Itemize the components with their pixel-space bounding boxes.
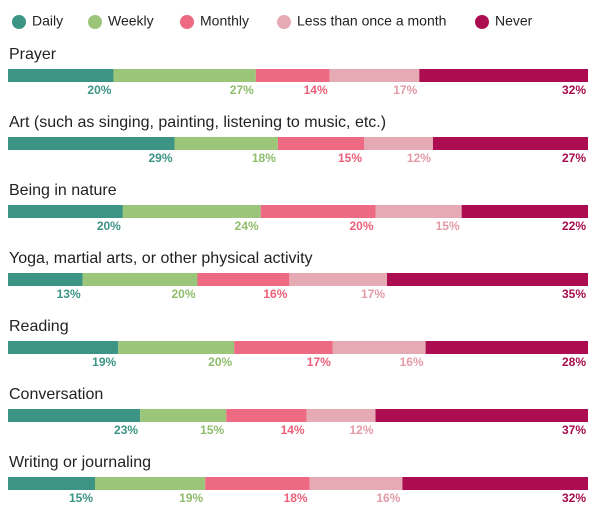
value-label: 13% xyxy=(57,287,81,301)
bar-segment xyxy=(8,341,119,354)
bar-segment xyxy=(289,273,388,286)
category-label: Yoga, martial arts, or other physical ac… xyxy=(9,250,313,267)
legend-swatch xyxy=(12,15,26,29)
value-label: 22% xyxy=(562,219,586,233)
category-label: Prayer xyxy=(9,46,57,63)
bar-segment xyxy=(8,205,123,218)
value-label: 20% xyxy=(87,83,111,97)
category-label: Being in nature xyxy=(9,182,117,199)
bar-segment xyxy=(277,137,365,150)
value-label: 37% xyxy=(562,423,586,437)
bar-segment xyxy=(140,409,227,422)
value-label: 32% xyxy=(562,491,586,505)
bar-segment xyxy=(309,477,403,490)
legend-swatch xyxy=(180,15,194,29)
bar-segment xyxy=(387,273,588,286)
value-label: 15% xyxy=(200,423,224,437)
bar-segment xyxy=(8,477,95,490)
bar-segment xyxy=(205,477,310,490)
value-label: 16% xyxy=(376,491,400,505)
value-label: 16% xyxy=(400,355,424,369)
value-label: 32% xyxy=(562,83,586,97)
value-label: 20% xyxy=(97,219,121,233)
legend-label: Never xyxy=(495,13,533,29)
bar-segment xyxy=(425,341,588,354)
bar-segment xyxy=(8,137,175,150)
bar-segment xyxy=(197,273,290,286)
legend-swatch xyxy=(475,15,489,29)
value-label: 15% xyxy=(338,151,362,165)
bar-segment xyxy=(113,69,256,82)
bar-segment xyxy=(364,137,433,150)
value-label: 15% xyxy=(436,219,460,233)
value-label: 27% xyxy=(562,151,586,165)
value-label: 18% xyxy=(252,151,276,165)
bar-segment xyxy=(8,69,114,82)
value-label: 16% xyxy=(263,287,287,301)
bar-segment xyxy=(174,137,278,150)
legend-label: Monthly xyxy=(200,13,249,29)
bar-segment xyxy=(118,341,235,354)
bar-segment xyxy=(461,205,588,218)
bar-segment xyxy=(82,273,198,286)
category-label: Conversation xyxy=(9,386,103,403)
bar-segment xyxy=(8,409,141,422)
value-label: 17% xyxy=(361,287,385,301)
bar-segment xyxy=(329,69,420,82)
value-label: 17% xyxy=(393,83,417,97)
value-label: 14% xyxy=(281,423,305,437)
value-label: 20% xyxy=(171,287,195,301)
value-label: 19% xyxy=(92,355,116,369)
bar-segment xyxy=(419,69,588,82)
category-label: Art (such as singing, painting, listenin… xyxy=(9,114,386,131)
bar-segment xyxy=(95,477,206,490)
category-label: Writing or journaling xyxy=(9,454,151,471)
value-label: 19% xyxy=(179,491,203,505)
value-label: 35% xyxy=(562,287,586,301)
value-label: 12% xyxy=(407,151,431,165)
category-label: Reading xyxy=(9,318,69,335)
bar-segment xyxy=(260,205,376,218)
value-label: 28% xyxy=(562,355,586,369)
bar-segment xyxy=(234,341,333,354)
bar-segment xyxy=(375,205,462,218)
value-label: 27% xyxy=(230,83,254,97)
value-label: 20% xyxy=(349,219,373,233)
bar-segment xyxy=(432,137,588,150)
value-label: 12% xyxy=(349,423,373,437)
value-label: 20% xyxy=(208,355,232,369)
value-label: 29% xyxy=(149,151,173,165)
value-label: 14% xyxy=(304,83,328,97)
legend-swatch xyxy=(88,15,102,29)
bar-segment xyxy=(332,341,426,354)
legend-swatch xyxy=(277,15,291,29)
value-label: 18% xyxy=(284,491,308,505)
bar-segment xyxy=(226,409,307,422)
value-label: 15% xyxy=(69,491,93,505)
bar-segment xyxy=(402,477,588,490)
value-label: 17% xyxy=(307,355,331,369)
bar-segment xyxy=(255,69,330,82)
bar-segment xyxy=(8,273,83,286)
bar-segment xyxy=(375,409,588,422)
bar-segment xyxy=(122,205,261,218)
value-label: 24% xyxy=(235,219,259,233)
bar-segment xyxy=(306,409,376,422)
legend-label: Less than once a month xyxy=(297,13,446,29)
value-label: 23% xyxy=(114,423,138,437)
legend-label: Daily xyxy=(32,13,63,29)
legend-label: Weekly xyxy=(108,13,154,29)
